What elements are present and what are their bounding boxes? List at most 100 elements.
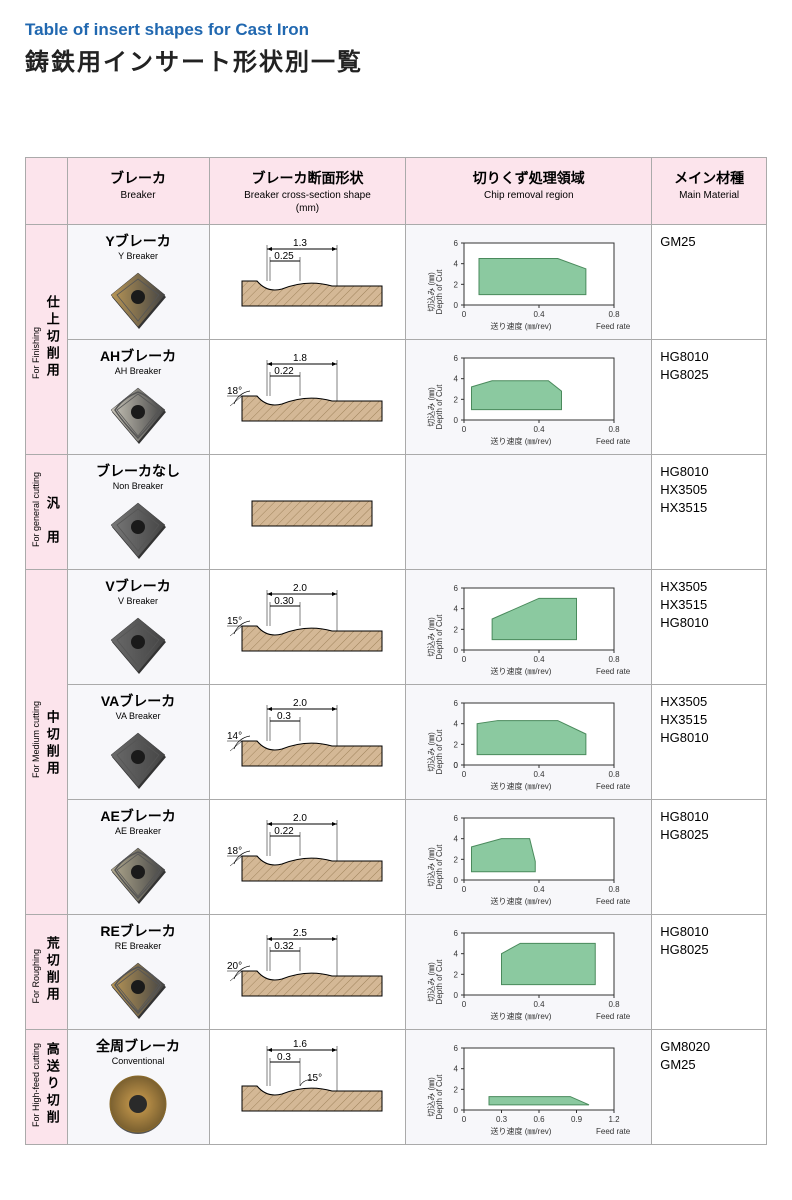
svg-text:6: 6 <box>453 699 458 708</box>
svg-text:0: 0 <box>462 425 467 434</box>
svg-text:0: 0 <box>453 416 458 425</box>
svg-text:2.0: 2.0 <box>294 813 308 824</box>
svg-text:0.4: 0.4 <box>533 770 545 779</box>
svg-text:0.9: 0.9 <box>571 1115 583 1124</box>
breaker-name-en: Conventional <box>72 1056 205 1066</box>
material-cell: HG8010HX3505HX3515 <box>652 455 767 570</box>
material-cell: HG8010HG8025 <box>652 800 767 915</box>
chip-chart-cell: 00.40.80246 Depth of Cut 切込み (㎜) 送り速度 (㎜… <box>406 340 652 455</box>
svg-text:0.3: 0.3 <box>278 711 292 722</box>
svg-text:送り速度 (㎜/rev): 送り速度 (㎜/rev) <box>490 1126 551 1136</box>
svg-text:4: 4 <box>453 605 458 614</box>
svg-text:1.3: 1.3 <box>294 238 308 249</box>
svg-text:Depth of Cut: Depth of Cut <box>435 959 444 1005</box>
svg-text:4: 4 <box>453 950 458 959</box>
svg-text:切込み (㎜): 切込み (㎜) <box>427 387 436 427</box>
svg-text:送り速度 (㎜/rev): 送り速度 (㎜/rev) <box>490 896 551 906</box>
svg-text:2: 2 <box>453 855 458 864</box>
material-item: HG8025 <box>660 941 758 959</box>
svg-text:0.4: 0.4 <box>533 310 545 319</box>
breaker-name-en: Y Breaker <box>72 251 205 261</box>
svg-text:2: 2 <box>453 970 458 979</box>
chip-chart-cell: 00.30.60.91.20246 Depth of Cut 切込み (㎜) 送… <box>406 1030 652 1145</box>
table-row: For general cutting汎 用ブレーカなしNon Breaker … <box>26 455 767 570</box>
material-item: HG8010 <box>660 808 758 826</box>
svg-text:0: 0 <box>453 301 458 310</box>
svg-text:0.8: 0.8 <box>608 770 620 779</box>
svg-text:Depth of Cut: Depth of Cut <box>435 384 444 430</box>
material-cell: HG8010HG8025 <box>652 340 767 455</box>
svg-text:0.8: 0.8 <box>608 655 620 664</box>
breaker-name-jp: REブレーカ <box>72 921 205 941</box>
table-row: For Roughing荒切削用REブレーカRE Breaker 2.5 0.3… <box>26 915 767 1030</box>
breaker-name-jp: ブレーカなし <box>72 461 205 481</box>
breaker-name-en: VA Breaker <box>72 711 205 721</box>
chip-chart-cell: 00.40.80246 Depth of Cut 切込み (㎜) 送り速度 (㎜… <box>406 570 652 685</box>
svg-text:Feed rate: Feed rate <box>596 782 631 791</box>
material-item: HX3505 <box>660 481 758 499</box>
table-row: AEブレーカAE Breaker 2.0 0.22 18° 00.40.8024… <box>26 800 767 915</box>
svg-text:18°: 18° <box>227 846 242 857</box>
svg-text:0.22: 0.22 <box>275 826 295 837</box>
svg-text:4: 4 <box>453 835 458 844</box>
category-cell: For High-feed cutting高送り切削 <box>26 1030 68 1145</box>
svg-text:0.3: 0.3 <box>278 1052 292 1063</box>
breaker-cell: VAブレーカVA Breaker <box>67 685 209 800</box>
svg-text:4: 4 <box>453 720 458 729</box>
category-jp: 高送り切削 <box>43 1042 62 1127</box>
material-item: HG8025 <box>660 366 758 384</box>
material-item: HG8010 <box>660 614 758 632</box>
cross-section-cell: 2.0 0.3 14° <box>209 685 406 800</box>
svg-text:0: 0 <box>462 1000 467 1009</box>
material-cell: GM25 <box>652 225 767 340</box>
svg-text:20°: 20° <box>227 961 242 972</box>
material-item: HG8010 <box>660 729 758 747</box>
category-en: For Medium cutting <box>31 701 41 778</box>
cross-section-cell: 2.5 0.32 20° <box>209 915 406 1030</box>
svg-text:6: 6 <box>453 584 458 593</box>
table-row: AHブレーカAH Breaker 1.8 0.22 18° 00.40.8024… <box>26 340 767 455</box>
svg-text:0.8: 0.8 <box>608 310 620 319</box>
svg-text:0: 0 <box>453 1106 458 1115</box>
svg-text:2.0: 2.0 <box>294 698 308 709</box>
material-item: HX3505 <box>660 578 758 596</box>
chip-chart-cell <box>406 455 652 570</box>
chip-chart-cell: 00.40.80246 Depth of Cut 切込み (㎜) 送り速度 (㎜… <box>406 915 652 1030</box>
material-cell: GM8020GM25 <box>652 1030 767 1145</box>
svg-text:0.8: 0.8 <box>608 425 620 434</box>
header-cross: ブレーカ断面形状Breaker cross-section shape(mm) <box>209 158 406 225</box>
breaker-name-jp: VAブレーカ <box>72 691 205 711</box>
table-header: ブレーカBreaker ブレーカ断面形状Breaker cross-sectio… <box>26 158 767 225</box>
breaker-name-jp: 全周ブレーカ <box>72 1036 205 1056</box>
svg-text:14°: 14° <box>227 731 242 742</box>
svg-text:0: 0 <box>462 885 467 894</box>
breaker-name-jp: AEブレーカ <box>72 806 205 826</box>
svg-text:切込み (㎜): 切込み (㎜) <box>427 272 436 312</box>
svg-text:0.8: 0.8 <box>608 885 620 894</box>
table-body: For Finishing仕上切削用YブレーカY Breaker 1.3 0.2… <box>26 225 767 1145</box>
svg-text:15°: 15° <box>307 1073 322 1084</box>
svg-text:0.32: 0.32 <box>275 941 295 952</box>
header-breaker: ブレーカBreaker <box>67 158 209 225</box>
breaker-cell: ブレーカなしNon Breaker <box>67 455 209 570</box>
cross-section-cell: 1.8 0.22 18° <box>209 340 406 455</box>
chip-chart-cell: 00.40.80246 Depth of Cut 切込み (㎜) 送り速度 (㎜… <box>406 800 652 915</box>
svg-text:0.8: 0.8 <box>608 1000 620 1009</box>
material-item: HX3515 <box>660 499 758 517</box>
header-material: メイン材種Main Material <box>652 158 767 225</box>
svg-text:切込み (㎜): 切込み (㎜) <box>427 732 436 772</box>
category-cell: For Medium cutting中切削用 <box>26 570 68 915</box>
breaker-cell: AHブレーカAH Breaker <box>67 340 209 455</box>
chip-chart-cell: 00.40.802406 Depth of Cut 切込み (㎜) 送り速度 (… <box>406 685 652 800</box>
svg-text:送り速度 (㎜/rev): 送り速度 (㎜/rev) <box>490 436 551 446</box>
svg-text:0.4: 0.4 <box>533 885 545 894</box>
cross-section-cell <box>209 455 406 570</box>
svg-text:Feed rate: Feed rate <box>596 437 631 446</box>
svg-text:0: 0 <box>462 770 467 779</box>
header-chip: 切りくず処理領域Chip removal region <box>406 158 652 225</box>
breaker-name-en: AE Breaker <box>72 826 205 836</box>
breaker-name-en: V Breaker <box>72 596 205 606</box>
breaker-name-jp: Vブレーカ <box>72 576 205 596</box>
svg-text:0: 0 <box>453 991 458 1000</box>
svg-text:0.4: 0.4 <box>533 655 545 664</box>
